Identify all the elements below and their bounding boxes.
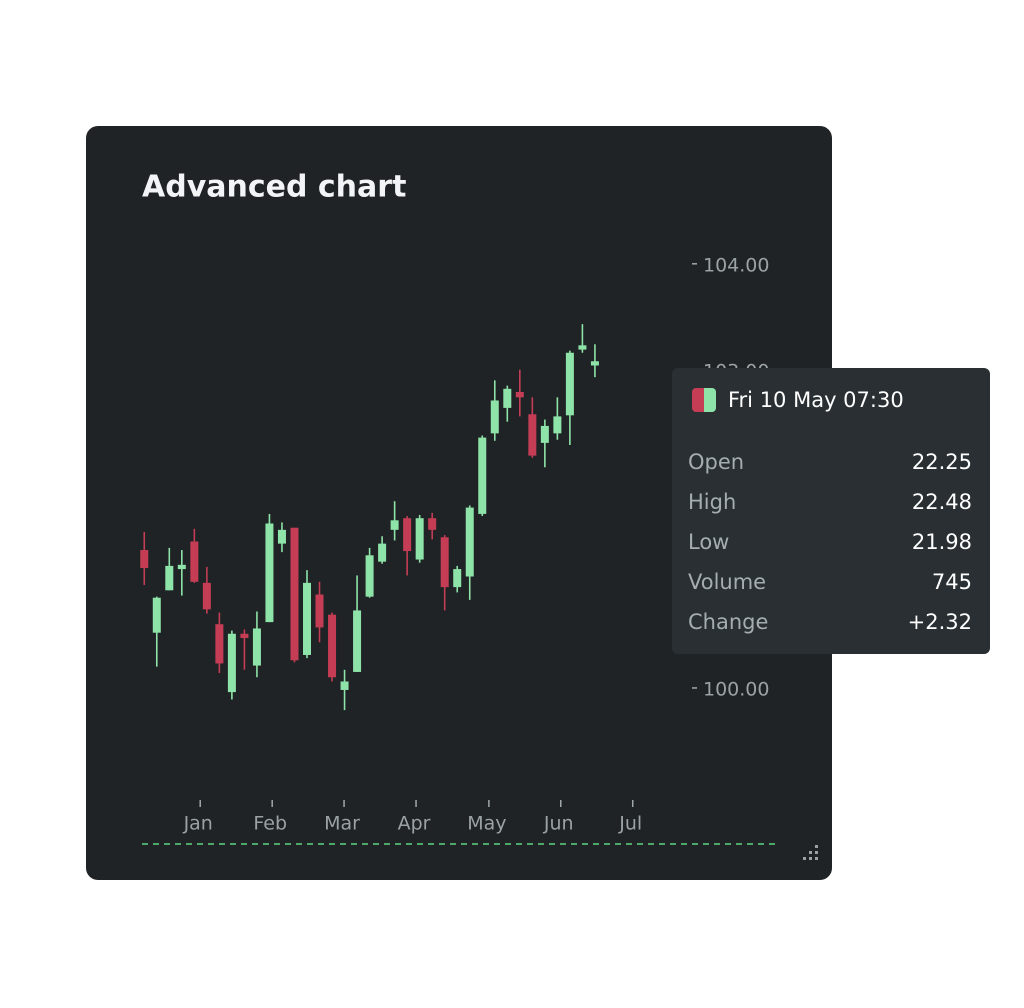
candle-body [340,681,349,690]
candle-body [265,523,274,623]
candle-body [590,361,599,366]
tooltip-row: Volume 745 [688,567,972,597]
tooltip-swatch [692,388,716,412]
tooltip-value: 745 [931,570,972,594]
candle-body [553,416,562,434]
x-tick-label: Jul [618,813,642,835]
tooltip-value: 22.25 [911,450,972,474]
tooltip-key: Low [688,530,730,554]
candle-body [290,527,299,661]
candle-body [390,520,399,530]
tooltip-value: +2.32 [907,610,972,634]
card [86,126,832,880]
resize-handle [803,845,818,860]
candle-body [478,437,487,514]
tooltip-row: Low 21.98 [688,527,972,557]
candle-body [540,425,549,443]
candle-body [165,565,174,591]
candle-body [440,537,449,588]
candle-body [252,628,261,666]
tooltip-row: Change +2.32 [688,607,972,637]
candle-body [215,624,224,664]
x-tick-label: Jun [543,813,574,835]
candle-body [490,400,499,434]
candle-body [303,582,311,655]
candle-body [353,610,362,672]
candle-body [328,614,337,678]
candle-body [465,507,474,577]
x-tick-label: Feb [253,813,287,835]
candle-body [503,388,512,408]
y-tick-label: 100.00 [703,678,769,700]
candle-body [528,414,537,456]
x-tick-label: Apr [398,813,431,835]
candle-body [227,633,236,693]
tooltip-row: Open 22.25 [688,447,972,477]
candle-body [177,564,186,570]
candle-body [428,518,437,530]
x-tick-label: May [467,813,506,835]
candle-body [277,529,286,544]
candle-body [578,345,587,350]
tooltip-key: Change [688,610,769,634]
candle-body [140,549,149,569]
tooltip-key: High [688,490,737,514]
candle-body [415,518,424,560]
y-tick-label: 104.00 [703,254,769,276]
candle-body [565,352,574,416]
tooltip-title: Fri 10 May 07:30 [728,388,904,412]
candle-body [378,543,387,562]
candle-body [202,582,211,610]
candle-body [240,633,249,639]
tooltip-value: 21.98 [911,530,972,554]
candle-body [152,597,161,633]
tooltip-key: Open [688,450,745,474]
tooltip-header: Fri 10 May 07:30 [692,388,904,412]
tooltip: Fri 10 May 07:30 Open 22.25 High 22.48 Low 21… [672,368,990,654]
candle-body [403,518,412,552]
chart-title: Advanced chart [142,170,406,205]
candle-body [453,569,462,588]
tooltip-value: 22.48 [911,490,972,514]
candle-body [190,541,199,582]
x-tick-label: Jan [183,813,213,835]
tooltip-row: High 22.48 [688,487,972,517]
x-tick-label: Mar [324,813,360,835]
candle-body [515,391,524,398]
candle-body [315,594,324,628]
candle-body [365,555,374,597]
tooltip-key: Volume [688,570,767,594]
